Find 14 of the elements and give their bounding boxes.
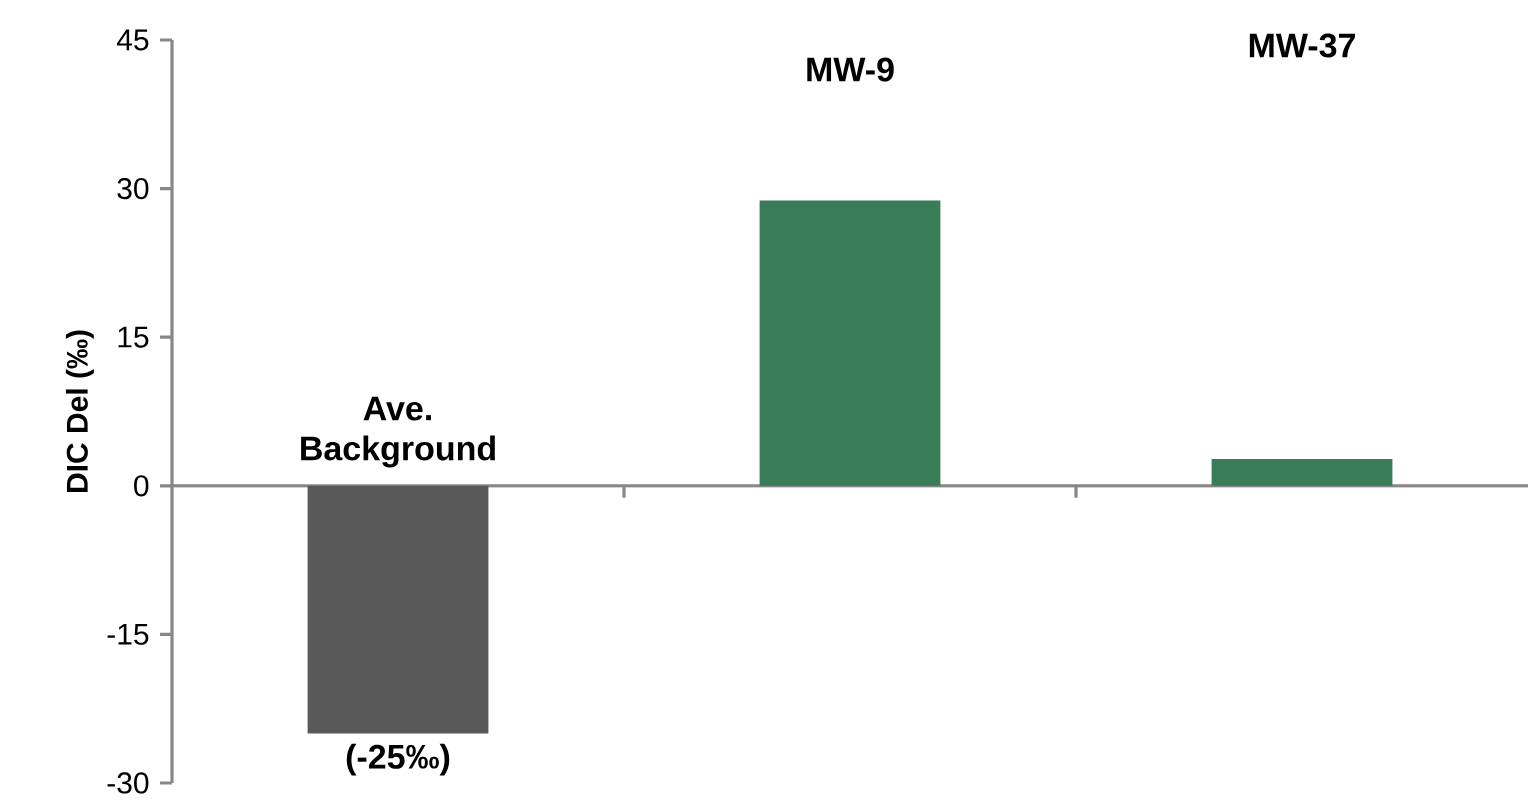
y-tick-label: -15	[107, 623, 149, 645]
y-axis-title: DIC Del (‰)	[65, 330, 94, 492]
y-tick-label: 15	[118, 326, 149, 348]
y-tick-label: -30	[107, 772, 149, 794]
data-label: (-25‰)	[346, 743, 450, 776]
annotation: Ave. Background	[301, 396, 495, 468]
annotation: MW-9	[807, 57, 894, 82]
y-tick-label: 30	[117, 177, 149, 200]
bar	[307, 485, 489, 734]
bar	[759, 200, 941, 486]
annotation: MW-37	[1249, 33, 1355, 58]
y-tick-label: 45	[116, 29, 149, 51]
y-tick-label: 0	[134, 475, 149, 497]
bar	[1211, 459, 1393, 486]
